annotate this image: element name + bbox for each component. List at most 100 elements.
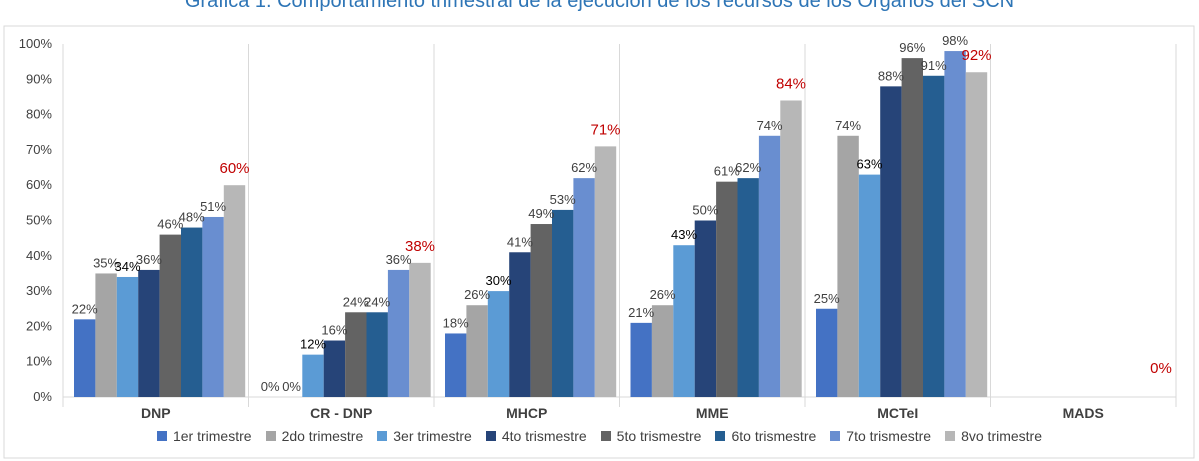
bar bbox=[366, 312, 388, 397]
data-label: 46% bbox=[157, 217, 183, 232]
data-label: 26% bbox=[650, 287, 676, 302]
legend-label: 2do trimestre bbox=[281, 428, 364, 444]
legend-item: 1er trimestre bbox=[156, 428, 252, 444]
y-tick-label: 100% bbox=[19, 36, 53, 51]
data-label: 98% bbox=[942, 33, 968, 48]
bar bbox=[923, 75, 945, 398]
legend-item: 4to trismestre bbox=[485, 428, 587, 444]
data-label: 92% bbox=[961, 47, 991, 64]
bar bbox=[737, 178, 759, 397]
bar bbox=[302, 354, 324, 397]
data-label: 62% bbox=[735, 160, 761, 175]
data-label: 12% bbox=[300, 337, 326, 352]
bar bbox=[573, 178, 595, 397]
legend-swatch bbox=[600, 431, 611, 441]
bar bbox=[487, 291, 510, 397]
legend-swatch bbox=[830, 431, 841, 441]
bar bbox=[509, 252, 531, 397]
bar bbox=[758, 135, 781, 397]
bar bbox=[816, 308, 838, 397]
bar bbox=[116, 276, 139, 397]
y-tick-label: 0% bbox=[33, 389, 52, 404]
legend-label: 7to trismestre bbox=[846, 428, 932, 444]
data-label: 36% bbox=[136, 252, 162, 267]
bars-layer bbox=[74, 51, 988, 398]
data-label: 38% bbox=[405, 238, 435, 255]
data-label: 25% bbox=[814, 291, 840, 306]
legend-item: 6to trismestre bbox=[715, 428, 816, 444]
labels-layer: 22% 0% 18% 21% 25% 35% 0% 26% 26% 74% 34% 12% 30% 43%… bbox=[72, 33, 1172, 394]
y-tick-label: 50% bbox=[26, 213, 52, 228]
data-label: 24% bbox=[364, 294, 390, 309]
bar bbox=[901, 58, 923, 398]
legend-item: 2do trimestre bbox=[265, 428, 364, 444]
legend-swatch bbox=[156, 431, 167, 441]
data-label: 16% bbox=[321, 323, 347, 338]
bar bbox=[223, 185, 246, 397]
data-label: 0% bbox=[282, 379, 301, 394]
x-category-label: MME bbox=[696, 405, 729, 421]
data-label: 96% bbox=[899, 40, 925, 55]
legend-label: 4to trismestre bbox=[501, 428, 587, 444]
data-label: 0% bbox=[261, 379, 280, 394]
legend-item: 5to trismestre bbox=[600, 428, 702, 444]
data-label: 21% bbox=[628, 305, 654, 320]
bar bbox=[323, 340, 346, 397]
legend-label: 5to trismestre bbox=[616, 428, 702, 444]
legend-item: 3er trimestre bbox=[377, 428, 472, 444]
bar bbox=[880, 86, 902, 398]
bar bbox=[445, 333, 467, 397]
legend-label: 3er trimestre bbox=[393, 428, 472, 444]
legend-item: 7to trismestre bbox=[830, 428, 931, 444]
bar bbox=[74, 319, 96, 397]
x-category-label: CR - DNP bbox=[310, 405, 372, 421]
data-label: 43% bbox=[671, 227, 697, 242]
data-label: 18% bbox=[443, 315, 469, 330]
bar bbox=[466, 305, 488, 397]
legend-swatch bbox=[715, 431, 726, 441]
bar bbox=[159, 234, 181, 397]
data-label: 22% bbox=[72, 301, 98, 316]
data-label: 63% bbox=[856, 157, 882, 172]
data-label: 48% bbox=[179, 210, 205, 225]
legend-label: 8vo trimestre bbox=[961, 428, 1043, 444]
bar bbox=[202, 216, 224, 397]
data-label: 61% bbox=[714, 164, 740, 179]
legend-swatch bbox=[377, 431, 388, 441]
y-tick-label: 10% bbox=[26, 354, 52, 369]
x-category-label: MADS bbox=[1063, 405, 1104, 421]
bar bbox=[138, 269, 160, 397]
data-label: 71% bbox=[590, 121, 620, 138]
bar bbox=[944, 51, 966, 398]
bar bbox=[630, 322, 652, 397]
y-tick-label: 60% bbox=[26, 177, 52, 192]
x-category-label: DNP bbox=[141, 405, 171, 421]
y-tick-label: 80% bbox=[26, 107, 52, 122]
bar bbox=[694, 220, 717, 397]
data-label: 60% bbox=[219, 160, 249, 177]
y-tick-label: 40% bbox=[26, 248, 52, 263]
chart-border bbox=[3, 25, 1195, 459]
data-label: 74% bbox=[757, 118, 783, 133]
bar bbox=[858, 174, 881, 397]
legend-item: 8vo trimestre bbox=[945, 428, 1042, 444]
y-tick-label: 70% bbox=[26, 142, 52, 157]
bar bbox=[387, 269, 410, 397]
grid-layer bbox=[62, 44, 1177, 407]
data-label: 35% bbox=[93, 255, 119, 270]
data-label: 34% bbox=[114, 259, 140, 274]
axis-layer: 0% 10% 20% 30% 40% 50% 60% 70% 80% 90% 100% DNP CR -… bbox=[19, 36, 1104, 421]
chart-title: Gráfica 1. Comportamiento trimestral de … bbox=[184, 0, 1015, 12]
data-label: 0% bbox=[1150, 360, 1172, 377]
data-label: 36% bbox=[386, 252, 412, 267]
data-label: 26% bbox=[464, 287, 490, 302]
bar bbox=[409, 262, 431, 397]
data-label: 62% bbox=[571, 160, 597, 175]
bar bbox=[651, 305, 674, 397]
bar bbox=[345, 312, 367, 397]
data-label: 53% bbox=[550, 192, 576, 207]
data-label: 74% bbox=[835, 118, 861, 133]
data-label: 84% bbox=[776, 75, 806, 92]
data-label: 50% bbox=[692, 203, 718, 218]
